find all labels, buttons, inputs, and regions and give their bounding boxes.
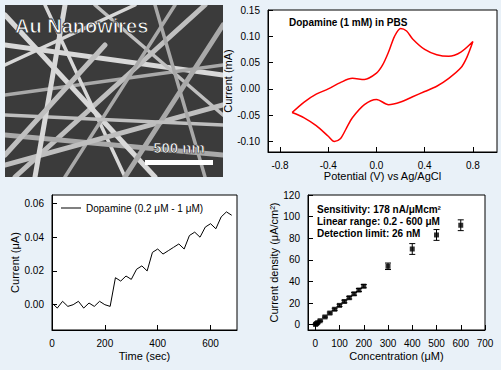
svg-text:0.8: 0.8	[466, 160, 480, 171]
svg-text:20: 20	[289, 298, 301, 309]
svg-text:400: 400	[149, 338, 166, 349]
svg-text:100: 100	[331, 338, 348, 349]
svg-text:0.02: 0.02	[25, 265, 45, 276]
svg-text:120: 120	[283, 190, 300, 201]
svg-text:0.4: 0.4	[418, 160, 432, 171]
svg-text:Time (sec): Time (sec)	[119, 350, 171, 362]
svg-text:60: 60	[289, 254, 301, 265]
svg-text:0.15: 0.15	[241, 5, 261, 16]
svg-text:0: 0	[294, 319, 300, 330]
svg-text:500 nm: 500 nm	[153, 139, 205, 156]
svg-text:Potential (V) vs Ag/AgCl: Potential (V) vs Ag/AgCl	[324, 170, 441, 182]
svg-text:500: 500	[428, 338, 445, 349]
svg-text:400: 400	[404, 338, 421, 349]
svg-text:0.05: 0.05	[241, 57, 261, 68]
svg-text:0.06: 0.06	[25, 198, 45, 209]
svg-text:200: 200	[97, 338, 114, 349]
svg-text:Concentration (μM): Concentration (μM)	[349, 350, 443, 362]
svg-text:Current (μA): Current (μA)	[9, 232, 21, 293]
svg-text:700: 700	[477, 338, 494, 349]
svg-text:Sensitivity: 178 nA/μMcm²: Sensitivity: 178 nA/μMcm²	[317, 204, 442, 215]
svg-text:-0.8: -0.8	[271, 160, 289, 171]
svg-text:0.10: 0.10	[241, 31, 261, 42]
svg-text:300: 300	[380, 338, 397, 349]
svg-text:Au Nanowires: Au Nanowires	[15, 15, 148, 37]
svg-text:Dopamine (1 mM) in PBS: Dopamine (1 mM) in PBS	[289, 17, 408, 28]
svg-text:Dopamine (0.2 μM - 1 μM): Dopamine (0.2 μM - 1 μM)	[86, 203, 203, 214]
svg-text:0.00: 0.00	[241, 83, 261, 94]
svg-text:0.04: 0.04	[25, 232, 45, 243]
svg-text:100: 100	[283, 211, 300, 222]
svg-text:Linear range: 0.2 - 600 μM: Linear range: 0.2 - 600 μM	[317, 216, 440, 227]
svg-text:-0.4: -0.4	[320, 160, 338, 171]
svg-text:40: 40	[289, 276, 301, 287]
svg-text:80: 80	[289, 233, 301, 244]
svg-text:200: 200	[355, 338, 372, 349]
svg-text:0.00: 0.00	[25, 299, 45, 310]
svg-text:Current density (μA/cm²): Current density (μA/cm²)	[268, 202, 280, 322]
svg-text:0: 0	[49, 338, 55, 349]
svg-text:Detection limit: 26 nM: Detection limit: 26 nM	[317, 228, 420, 239]
svg-text:Current (mA): Current (mA)	[222, 49, 234, 113]
svg-text:600: 600	[202, 338, 219, 349]
svg-text:0.0: 0.0	[370, 160, 384, 171]
svg-text:600: 600	[452, 338, 469, 349]
svg-text:-0.10: -0.10	[237, 136, 260, 147]
svg-text:0: 0	[312, 338, 318, 349]
svg-text:-0.05: -0.05	[237, 110, 260, 121]
